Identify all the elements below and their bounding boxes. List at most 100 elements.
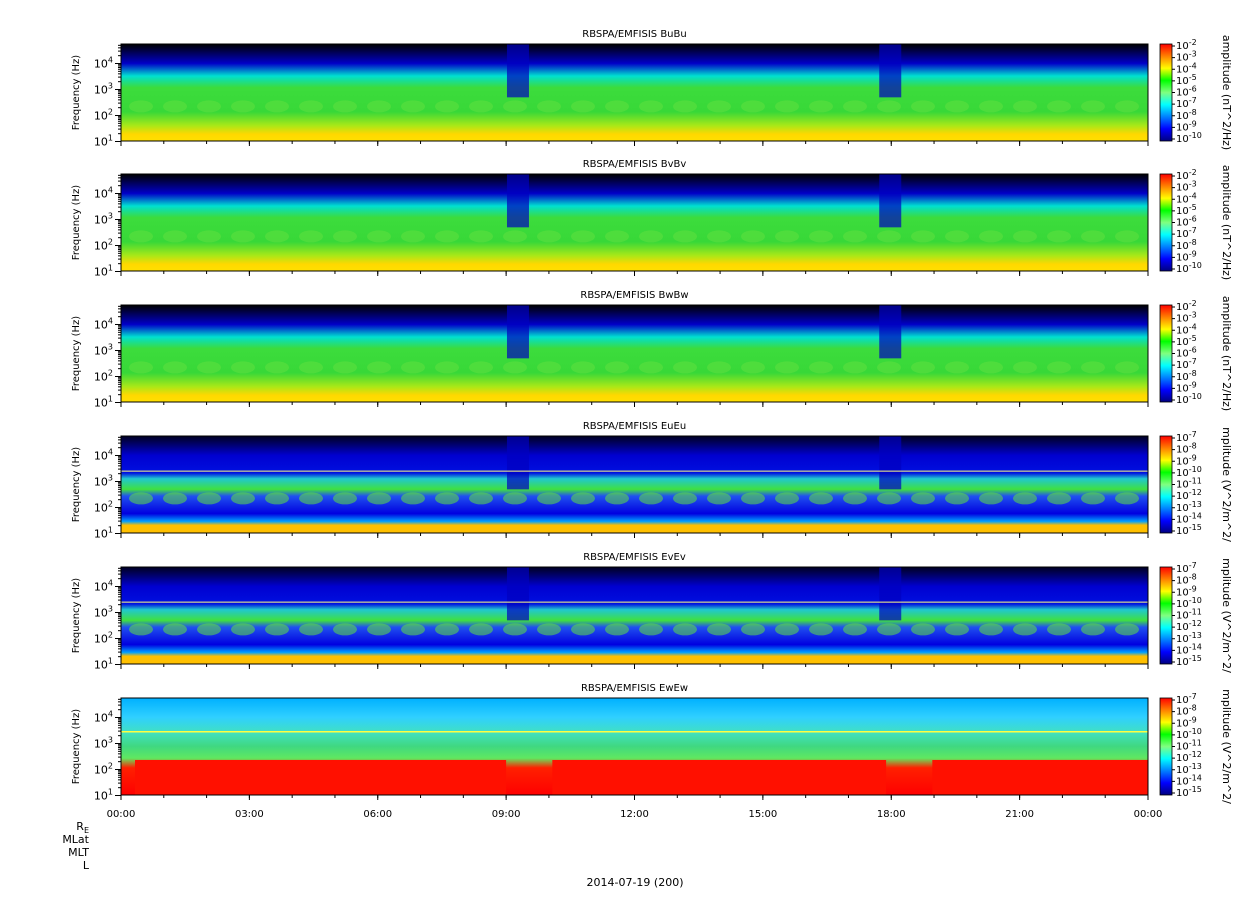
y-tick-label: 101 [94,788,113,803]
emission-blob [1081,100,1105,113]
emission-blob [945,492,969,505]
panel-title: RBSPA/EMFISIS BvBv [583,159,687,170]
colorbar [1159,43,1173,142]
emission-blob [673,623,697,636]
emission-blob [333,492,357,505]
y-tick-label: 101 [94,395,113,410]
emission-blob [605,100,629,113]
colorbar-tick-label: 10-11 [1176,739,1202,753]
colorbar-tick-label: 10-10 [1176,261,1202,275]
emission-blob [469,492,493,505]
panel-6: RBSPA/EMFISIS EwEw Frequency (Hz) 101 102 10… [71,683,1233,804]
colorbar-tick-label: 10-12 [1176,619,1202,633]
emission-blob [571,492,595,505]
y-tick-label: 101 [94,526,113,541]
emission-blob [197,230,221,243]
colorbar-tick-label: 10-10 [1176,596,1202,610]
y-axis-label: Frequency (Hz) [71,447,82,523]
colorbar-tick-label: 10-7 [1176,357,1197,371]
y-tick-label: 102 [94,108,113,123]
emission-blob [945,623,969,636]
colorbar-tick-label: 10-10 [1176,392,1202,406]
emission-blob [469,230,493,243]
y-tick-label: 104 [94,710,113,725]
colorbar-tick-label: 10-4 [1176,61,1197,75]
emission-blob [809,623,833,636]
emission-blob [333,361,357,374]
emission-blob [673,492,697,505]
colorbar-tick-label: 10-8 [1176,573,1197,587]
emission-blob [741,100,765,113]
emission-blob [979,100,1003,113]
y-axis-label: Frequency (Hz) [71,709,82,785]
colorbar-tick-label: 10-2 [1176,38,1197,52]
emission-blob [911,100,935,113]
emission-blob [707,361,731,374]
emission-blob [673,230,697,243]
colorbar-tick-label: 10-4 [1176,191,1197,205]
emission-blob [1013,361,1037,374]
colorbar-tick-label: 10-13 [1176,500,1202,514]
emission-blob [537,623,561,636]
y-tick-label: 101 [94,657,113,672]
colorbar-tick-label: 10-9 [1176,249,1197,263]
emission-blob [605,623,629,636]
emission-blob [537,492,561,505]
colorbar-tick-label: 10-15 [1176,785,1202,799]
emission-blob [605,230,629,243]
emission-blob [741,492,765,505]
emission-blob [537,100,561,113]
colorbar-tick-label: 10-2 [1176,168,1197,182]
perigee-gap [879,567,902,621]
x-tick-label: 06:00 [363,809,392,820]
panel-title: RBSPA/EMFISIS EvEv [583,552,686,563]
emission-blob [265,623,289,636]
panel-5: RBSPA/EMFISIS EvEv Frequency (Hz) 101 102 10… [71,552,1233,673]
emission-blob [299,361,323,374]
emission-blob [639,492,663,505]
emission-blob [435,492,459,505]
emission-blob [707,100,731,113]
emission-blob [197,492,221,505]
emission-blob [401,623,425,636]
colorbar [1159,566,1173,665]
emission-blob [333,623,357,636]
colorbar-tick-label: 10-7 [1176,692,1197,706]
colorbar-tick-label: 10-14 [1176,511,1202,525]
panel-1: RBSPA/EMFISIS BuBu Frequency (Hz) 101 102 10… [71,29,1233,150]
emission-blob [843,100,867,113]
colorbar-tick-label: 10-12 [1176,488,1202,502]
colorbar-tick-label: 10-7 [1176,226,1197,240]
emission-blob [877,623,901,636]
emission-blob [707,623,731,636]
perigee-gap [879,44,902,98]
emission-blob [333,230,357,243]
emission-blob [605,492,629,505]
x-tick-label: 12:00 [620,809,649,820]
emission-blob [197,100,221,113]
orbit-row-mlat: MLat [62,833,89,846]
colorbar-label: amplitude (nT^2/Hz) [1220,165,1233,280]
colorbar-tick-label: 10-2 [1176,299,1197,313]
emission-blob [231,100,255,113]
emission-blob [843,492,867,505]
emission-blob [1081,230,1105,243]
y-tick-label: 102 [94,369,113,384]
y-tick-label: 102 [94,238,113,253]
x-tick-label: 03:00 [235,809,264,820]
emission-blob [503,230,527,243]
panel-2: RBSPA/EMFISIS BvBv Frequency (Hz) 101 102 10… [71,159,1233,280]
panel-title: RBSPA/EMFISIS BwBw [580,290,688,301]
orbit-row-mlt: MLT [68,846,89,859]
y-axis-label: Frequency (Hz) [71,578,82,654]
emission-blob [979,361,1003,374]
emission-blob [707,230,731,243]
emission-blob [367,361,391,374]
colorbar-tick-label: 10-8 [1176,108,1197,122]
emission-blob [231,361,255,374]
y-axis-label: Frequency (Hz) [71,55,82,131]
emission-blob [401,492,425,505]
colorbar-label: mplitude (V^2/m^2/ [1220,689,1233,804]
x-tick-label: 18:00 [877,809,906,820]
